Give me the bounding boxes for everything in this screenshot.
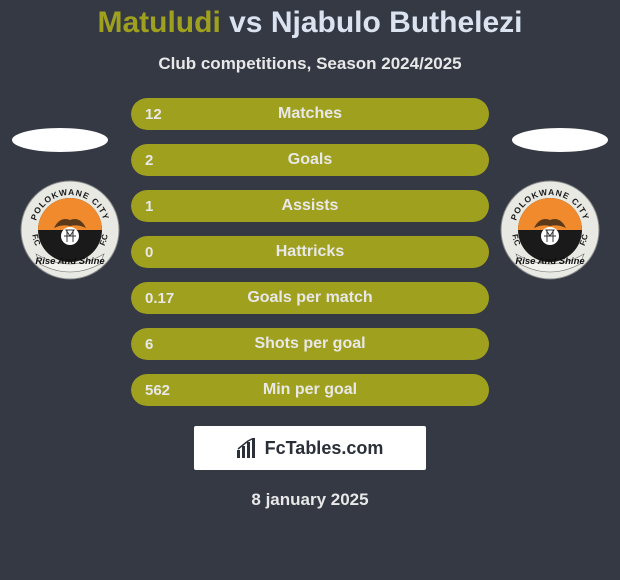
player2-name: Njabulo Buthelezi [271,6,523,39]
player1-name: Matuludi [97,6,220,39]
stat-row: 6Shots per goal [131,328,489,360]
chart-icon [237,438,259,458]
subtitle: Club competitions, Season 2024/2025 [158,54,461,74]
stat-row: 562Min per goal [131,374,489,406]
watermark-text: FcTables.com [265,438,384,459]
stat-label: Goals per match [131,289,489,307]
club-crest-left: POLOKWANE CITY F.C F.C Rise And Shine [20,180,120,280]
stat-label: Matches [131,105,489,123]
stat-row: 12Matches [131,98,489,130]
stat-row: 2Goals [131,144,489,176]
page-title: Matuludi vs Njabulo Buthelezi [97,6,522,40]
flag-left [10,125,110,155]
stat-row: 0Hattricks [131,236,489,268]
svg-text:Rise And Shine: Rise And Shine [515,256,585,267]
stat-label: Min per goal [131,381,489,399]
stat-label: Shots per goal [131,335,489,353]
club-crest-right: POLOKWANE CITY F.C F.C Rise And Shine [500,180,600,280]
date-text: 8 january 2025 [251,490,368,510]
stat-row: 1Assists [131,190,489,222]
flag-right [510,125,610,155]
vs-text: vs [229,6,262,39]
stat-label: Assists [131,197,489,215]
stat-row: 0.17Goals per match [131,282,489,314]
stat-label: Goals [131,151,489,169]
stat-label: Hattricks [131,243,489,261]
svg-text:Rise And Shine: Rise And Shine [35,256,105,267]
watermark: FcTables.com [194,426,426,470]
